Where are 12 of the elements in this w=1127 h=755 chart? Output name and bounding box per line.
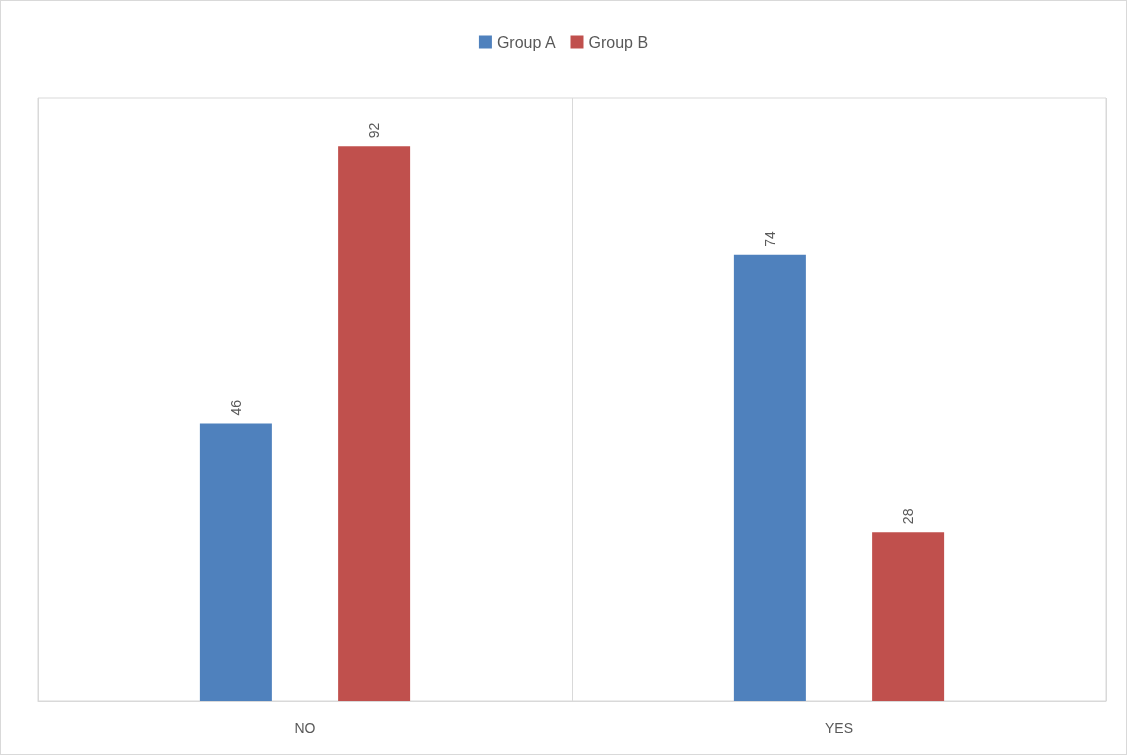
data-label: 92	[366, 122, 383, 139]
bar	[872, 532, 945, 701]
bar	[733, 254, 806, 701]
data-label: 46	[227, 399, 244, 416]
legend-label: Group A	[496, 33, 556, 51]
bar	[338, 146, 411, 701]
data-label: 28	[900, 508, 917, 525]
bar	[199, 423, 272, 701]
x-tick-label: YES	[824, 720, 854, 736]
data-label: 74	[761, 230, 778, 247]
x-tick-label: NO	[294, 720, 316, 736]
legend-label: Group B	[588, 33, 649, 51]
